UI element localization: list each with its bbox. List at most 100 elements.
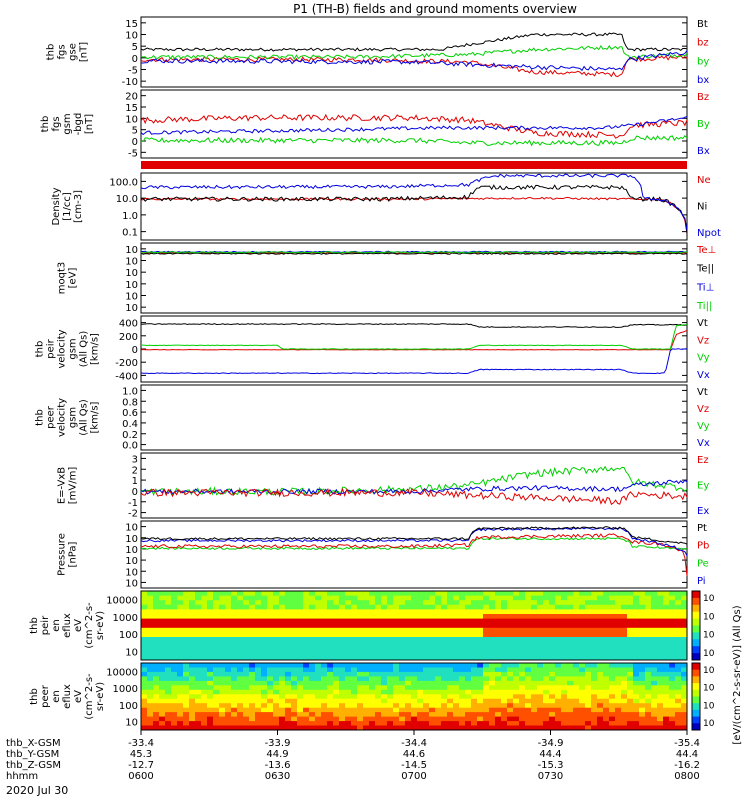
heatmap-cell <box>141 604 148 610</box>
heatmap-cell <box>345 680 352 686</box>
heatmap-cell <box>297 627 304 633</box>
heatmap-cell <box>249 609 256 615</box>
heatmap-cell <box>333 667 340 673</box>
heatmap-cell <box>153 623 160 629</box>
series-line <box>140 479 688 495</box>
heatmap-cell <box>609 591 616 597</box>
heatmap-cell <box>597 600 604 606</box>
colorbar-segment <box>692 646 700 654</box>
heatmap-cell <box>363 641 370 647</box>
heatmap-cell <box>567 698 574 704</box>
heatmap-cell <box>255 667 262 673</box>
legend-label: Pt <box>697 523 707 534</box>
heatmap-cell <box>195 716 202 722</box>
y-axis-label: eflux <box>62 684 73 709</box>
heatmap-cell <box>483 641 490 647</box>
heatmap-cell <box>213 725 220 731</box>
heatmap-cell <box>639 698 646 704</box>
heatmap-cell <box>267 609 274 615</box>
heatmap-cell <box>393 721 400 727</box>
heatmap-cell <box>507 637 514 643</box>
heatmap-cell <box>297 671 304 677</box>
heatmap-cell <box>225 604 232 610</box>
heatmap-cell <box>597 614 604 620</box>
heatmap-cell <box>261 703 268 709</box>
series-line <box>141 251 688 254</box>
heatmap-cell <box>681 698 688 704</box>
heatmap-cell <box>471 632 478 638</box>
heatmap-cell <box>309 680 316 686</box>
heatmap-cell <box>315 595 322 601</box>
heatmap-cell <box>393 703 400 709</box>
heatmap-cell <box>177 712 184 718</box>
heatmap-cell <box>387 595 394 601</box>
y-tick-label: 1000 <box>113 613 138 624</box>
heatmap-cell <box>363 667 370 673</box>
heatmap-cell <box>465 637 472 643</box>
heatmap-cell <box>351 707 358 713</box>
heatmap-cell <box>471 609 478 615</box>
heatmap-cell <box>207 667 214 673</box>
colorbar-tick: 10 <box>703 666 715 676</box>
heatmap-cell <box>555 721 562 727</box>
heatmap-cell <box>423 698 430 704</box>
heatmap-cell <box>549 685 556 691</box>
heatmap-cell <box>339 646 346 652</box>
heatmap-cell <box>357 655 364 661</box>
heatmap-cell <box>285 623 292 629</box>
heatmap-cell <box>213 689 220 695</box>
heatmap-cell <box>591 655 598 661</box>
heatmap-cell <box>501 680 508 686</box>
heatmap-cell <box>153 680 160 686</box>
heatmap-cell <box>501 698 508 704</box>
y-tick-label: 10 <box>125 292 138 303</box>
heatmap-cell <box>345 685 352 691</box>
heatmap-cell <box>561 698 568 704</box>
heatmap-cell <box>657 671 664 677</box>
heatmap-cell <box>183 712 190 718</box>
heatmap-cell <box>387 604 394 610</box>
heatmap-cell <box>423 663 430 668</box>
heatmap-cell <box>615 641 622 647</box>
heatmap-cell <box>639 641 646 647</box>
heatmap-cell <box>633 632 640 638</box>
heatmap-cell <box>423 641 430 647</box>
heatmap-cell <box>177 646 184 652</box>
heatmap-cell <box>297 716 304 722</box>
heatmap-cell <box>441 667 448 673</box>
heatmap-cell <box>243 609 250 615</box>
heatmap-cell <box>399 694 406 700</box>
heatmap-cell <box>651 689 658 695</box>
heatmap-cell <box>627 663 634 668</box>
heatmap-cell <box>357 614 364 620</box>
heatmap-cell <box>177 716 184 722</box>
heatmap-cell <box>675 641 682 647</box>
heatmap-cell <box>453 618 460 624</box>
heatmap-cell <box>549 671 556 677</box>
heatmap-cell <box>591 618 598 624</box>
heatmap-cell <box>657 627 664 633</box>
heatmap-cell <box>543 627 550 633</box>
heatmap-cell <box>279 707 286 713</box>
heatmap-cell <box>465 667 472 673</box>
heatmap-cell <box>177 600 184 606</box>
heatmap-cell <box>195 725 202 731</box>
y-tick-label: 10 <box>125 578 138 589</box>
heatmap-cell <box>441 680 448 686</box>
y-tick-label: -5 <box>128 66 138 77</box>
heatmap-cell <box>633 707 640 713</box>
heatmap-cell <box>561 637 568 643</box>
heatmap-cell <box>669 609 676 615</box>
heatmap-cell <box>657 721 664 727</box>
heatmap-cell <box>159 676 166 682</box>
heatmap-cell <box>627 712 634 718</box>
heatmap-cell <box>225 646 232 652</box>
heatmap-cell <box>531 685 538 691</box>
heatmap-cell <box>429 627 436 633</box>
heatmap-cell <box>573 721 580 727</box>
colorbar-tick: 10 <box>703 612 715 622</box>
heatmap-cell <box>195 667 202 673</box>
heatmap-cell <box>531 618 538 624</box>
